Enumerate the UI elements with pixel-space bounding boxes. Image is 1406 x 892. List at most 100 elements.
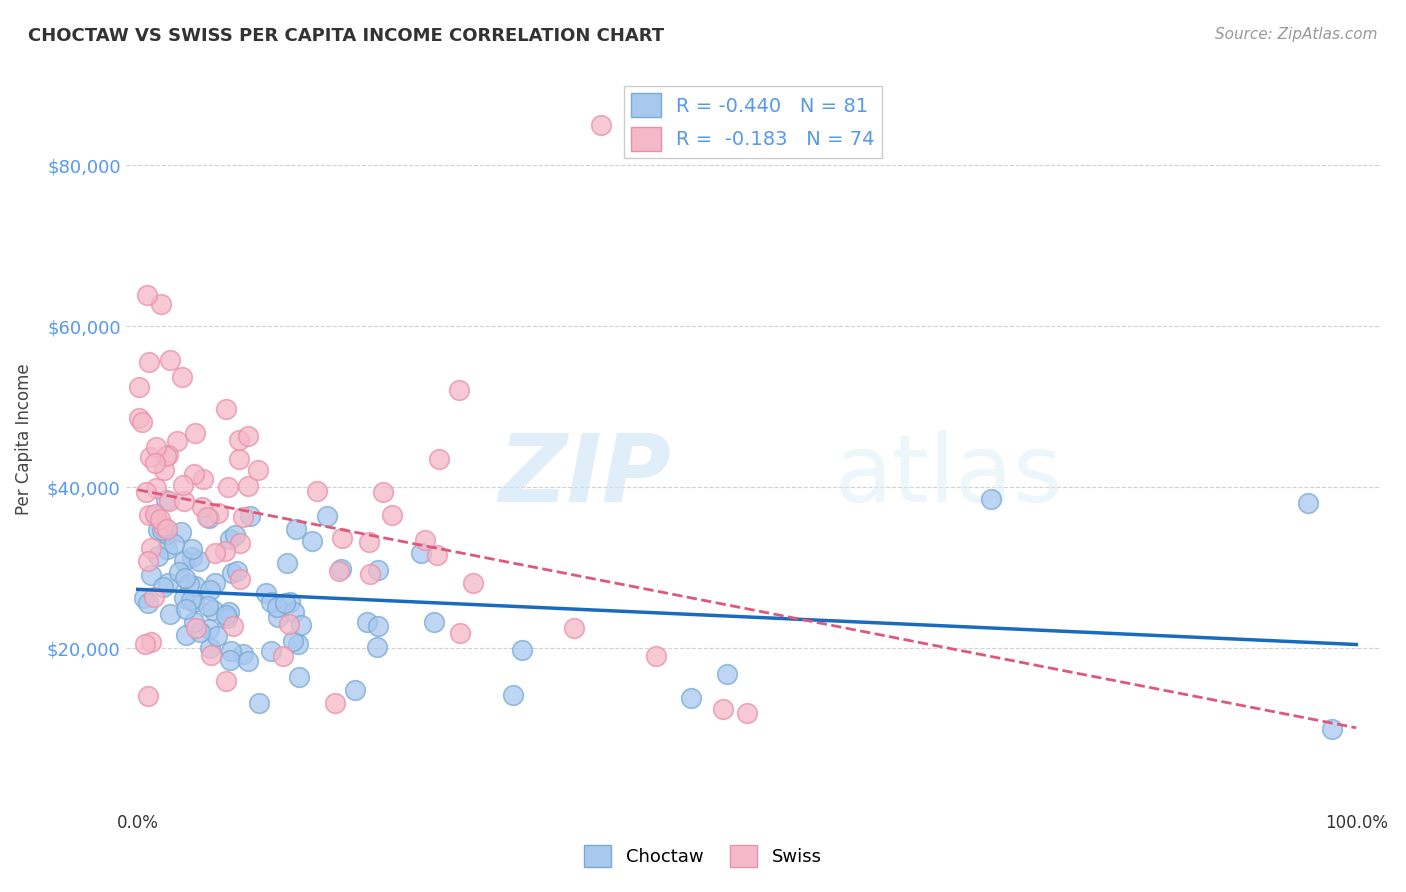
Point: [197, 511, 219, 525]
Point: [183, 595, 205, 609]
Point: [366, 563, 388, 577]
Point: [231, 647, 253, 661]
Point: [239, 508, 262, 523]
Point: [184, 426, 207, 441]
Point: [502, 689, 524, 703]
Point: [139, 568, 162, 582]
Point: [260, 644, 283, 658]
Point: [679, 690, 702, 705]
Point: [224, 528, 246, 542]
Point: [225, 564, 247, 578]
Point: [510, 642, 533, 657]
Text: CHOCTAW VS SWISS PER CAPITA INCOME CORRELATION CHART: CHOCTAW VS SWISS PER CAPITA INCOME CORRE…: [28, 27, 664, 45]
Point: [138, 596, 160, 610]
Point: [218, 606, 240, 620]
Point: [343, 683, 366, 698]
Point: [283, 605, 305, 619]
Point: [276, 556, 298, 570]
Point: [247, 462, 270, 476]
Point: [195, 509, 218, 524]
Text: ZIP: ZIP: [499, 430, 672, 522]
Point: [157, 448, 180, 462]
Point: [367, 619, 389, 633]
Point: [589, 118, 612, 132]
Point: [236, 654, 259, 668]
Point: [134, 637, 156, 651]
Point: [155, 542, 177, 557]
Point: [219, 532, 242, 546]
Point: [315, 509, 337, 524]
Point: [200, 648, 222, 662]
Point: [173, 554, 195, 568]
Point: [288, 670, 311, 684]
Point: [184, 579, 207, 593]
Point: [153, 462, 176, 476]
Point: [173, 494, 195, 508]
Point: [328, 564, 350, 578]
Point: [157, 494, 180, 508]
Point: [198, 622, 221, 636]
Point: [197, 599, 219, 614]
Point: [138, 355, 160, 369]
Point: [463, 575, 485, 590]
Point: [136, 554, 159, 568]
Point: [155, 450, 177, 464]
Point: [218, 479, 240, 493]
Point: [423, 615, 446, 629]
Point: [305, 483, 328, 498]
Point: [287, 637, 309, 651]
Point: [1320, 722, 1343, 736]
Point: [228, 452, 250, 467]
Point: [172, 478, 194, 492]
Point: [366, 640, 388, 654]
Point: [143, 590, 166, 604]
Point: [215, 674, 238, 689]
Point: [266, 600, 288, 615]
Point: [267, 610, 290, 624]
Point: [271, 649, 294, 664]
Point: [174, 602, 197, 616]
Point: [562, 621, 585, 635]
Point: [205, 629, 228, 643]
Point: [170, 524, 193, 539]
Point: [188, 624, 211, 639]
Point: [277, 616, 299, 631]
Point: [145, 481, 167, 495]
Point: [128, 410, 150, 425]
Point: [207, 507, 229, 521]
Point: [413, 533, 436, 547]
Point: [219, 644, 242, 658]
Point: [274, 596, 297, 610]
Point: [371, 485, 394, 500]
Text: Source: ZipAtlas.com: Source: ZipAtlas.com: [1215, 27, 1378, 42]
Legend: R = -0.440   N = 81, R =  -0.183   N = 74: R = -0.440 N = 81, R = -0.183 N = 74: [624, 86, 883, 159]
Point: [247, 696, 270, 710]
Point: [148, 549, 170, 564]
Point: [145, 440, 167, 454]
Point: [1296, 496, 1319, 510]
Point: [301, 533, 323, 548]
Point: [202, 602, 225, 616]
Point: [214, 543, 236, 558]
Point: [179, 592, 201, 607]
Y-axis label: Per Capita Income: Per Capita Income: [15, 363, 32, 515]
Point: [281, 634, 304, 648]
Text: atlas: atlas: [835, 430, 1063, 522]
Point: [980, 492, 1002, 507]
Point: [184, 621, 207, 635]
Point: [177, 576, 200, 591]
Point: [229, 536, 252, 550]
Point: [145, 509, 167, 524]
Point: [167, 565, 190, 579]
Point: [132, 591, 155, 605]
Point: [284, 523, 307, 537]
Point: [218, 653, 240, 667]
Point: [150, 523, 173, 537]
Point: [381, 508, 404, 522]
Point: [204, 576, 226, 591]
Point: [173, 591, 195, 605]
Point: [447, 383, 470, 397]
Point: [735, 706, 758, 720]
Point: [170, 370, 193, 384]
Point: [228, 434, 250, 448]
